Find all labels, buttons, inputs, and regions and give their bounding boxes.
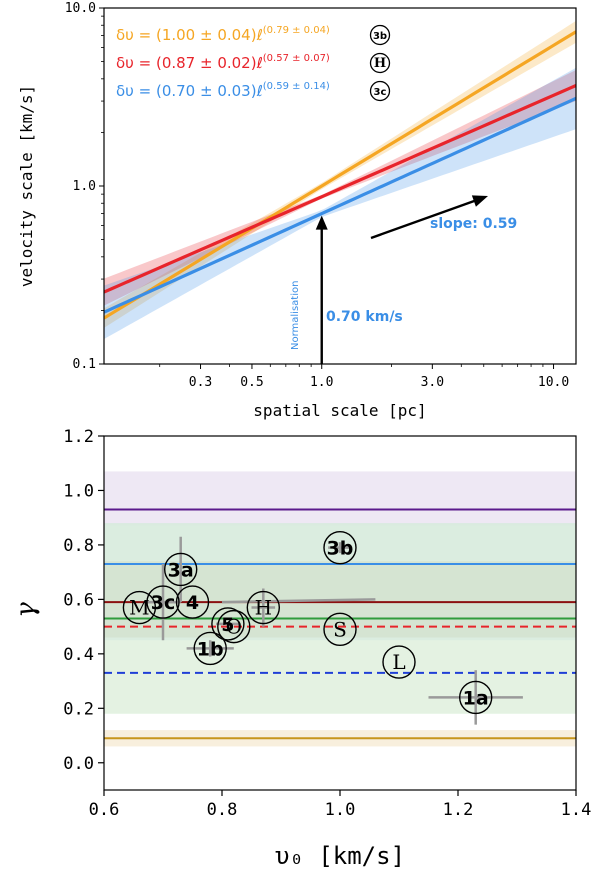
bottom-y-tick-label: 0.2: [63, 699, 94, 719]
legend-exponent: (0.57 ± 0.07): [263, 53, 330, 64]
point-3a: [163, 552, 198, 587]
bottom-x-tick-label: 1.0: [325, 800, 356, 820]
top-y-tick-label: 1.0: [73, 179, 96, 194]
point-1a: [459, 680, 493, 715]
top-x-tick-label: 0.3: [189, 375, 212, 390]
point-label-3b: 3b: [327, 538, 354, 560]
slope-arrow-head: [471, 195, 488, 207]
top-x-tick-label: 0.5: [240, 375, 263, 390]
annotations: Normalisation 0.70 km/s slope: 0.59: [290, 195, 517, 364]
point-M: [122, 590, 157, 625]
point-label-5: 5: [221, 614, 234, 636]
band-3c: [104, 67, 576, 340]
point-4: [175, 585, 210, 619]
top-lines: [104, 30, 576, 320]
point-S: [323, 612, 357, 647]
top-x-tick-label: 3.0: [421, 375, 444, 390]
bottom-y-tick-label: 0.0: [63, 754, 94, 774]
slope-label: slope: 0.59: [430, 216, 517, 232]
top-y-axis-label: velocity scale [km/s]: [17, 85, 36, 287]
legend-tag-label: H: [374, 56, 386, 71]
legend-entry-3b: δυ = (1.00 ± 0.04)ℓ(0.79 ± 0.04): [116, 25, 330, 44]
point-label-O: O: [226, 615, 242, 639]
bottom-y-tick-label: 0.8: [63, 536, 94, 556]
normalisation-arrow-head: [315, 215, 328, 230]
point-5: [211, 607, 245, 641]
legend-tag-circle: [369, 24, 391, 46]
point-L: [382, 645, 416, 679]
bottom-plot-frame: [103, 435, 577, 791]
top-y-tick-label: 0.1: [73, 357, 96, 372]
point-label-1a: 1a: [463, 687, 489, 709]
legend-exponent: (0.59 ± 0.14): [263, 81, 330, 92]
bottom-y-tick-label: 1.0: [63, 481, 94, 501]
scaling-plot: 0.3 0.5 1.0 3.0 10.0 0.1 1.0 10.0 δυ = (1.00 ± …: [17, 1, 577, 420]
bottom-x-tick-label: 0.6: [89, 800, 120, 820]
gamma-band-fill: [104, 471, 576, 526]
point-H: [246, 590, 280, 625]
top-y-tick-label: 10.0: [65, 1, 96, 16]
top-x-tick-label: 1.0: [310, 375, 333, 390]
legend: δυ = (1.00 ± 0.04)ℓ(0.79 ± 0.04) 3b δυ = (…: [116, 24, 391, 102]
point-label-S: S: [333, 617, 347, 641]
point-O: [217, 609, 251, 644]
slope-arrow: [370, 198, 479, 240]
bottom-y-tick-label: 0.6: [63, 590, 94, 610]
normalisation-value-label: 0.70 km/s: [326, 309, 403, 325]
point-3b: [323, 530, 357, 565]
bottom-error-bars: [145, 536, 523, 725]
top-plot-frame: [103, 7, 577, 365]
bottom-y-tick-label: 0.4: [63, 645, 94, 665]
bottom-y-tick-label: 1.2: [63, 427, 94, 447]
legend-entry-3c: δυ = (0.70 ± 0.03)ℓ(0.59 ± 0.14): [116, 81, 330, 100]
legend-tag-label: 3b: [373, 31, 387, 42]
legend-exponent: (0.79 ± 0.04): [263, 25, 330, 36]
fit-line-3c: [104, 96, 576, 314]
point-1b: [193, 631, 227, 666]
bottom-y-axis-label: γ: [11, 602, 41, 618]
point-label-3a: 3a: [168, 559, 194, 581]
top-x-axis-label: spatial scale [pc]: [253, 401, 426, 420]
bottom-bands: [104, 471, 576, 747]
legend-tag-label: 3c: [374, 87, 387, 98]
fit-line-H: [104, 84, 576, 294]
point-label-M: M: [129, 596, 149, 620]
bottom-ticks: 0.6 0.8 1.0 1.2 1.4 0.0 0.2 0.4 0.6 0.8 1.0 1.2: [63, 427, 591, 820]
legend-entry-H: δυ = (0.87 ± 0.02)ℓ(0.57 ± 0.07): [116, 53, 330, 72]
top-x-tick-label: 10.0: [538, 375, 569, 390]
fit-line-3b: [104, 30, 576, 320]
x-error-bar: [221, 598, 376, 604]
legend-tag-circle: [369, 80, 391, 102]
bottom-x-axis-label: υ₀ [km/s]: [275, 842, 405, 870]
top-ticks: 0.3 0.5 1.0 3.0 10.0 0.1 1.0 10.0: [65, 1, 570, 390]
point-label-4: 4: [186, 592, 199, 614]
normalisation-label: Normalisation: [290, 281, 301, 350]
bottom-x-tick-label: 0.8: [207, 800, 238, 820]
point-3c: [146, 585, 180, 619]
point-label-1b: 1b: [197, 638, 224, 660]
point-label-3c: 3c: [151, 592, 175, 614]
point-label-H: H: [255, 596, 272, 620]
bottom-x-tick-label: 1.4: [561, 800, 592, 820]
point-label-L: L: [392, 650, 405, 674]
legend-tag-circle: [369, 52, 391, 74]
bottom-x-tick-label: 1.2: [443, 800, 474, 820]
